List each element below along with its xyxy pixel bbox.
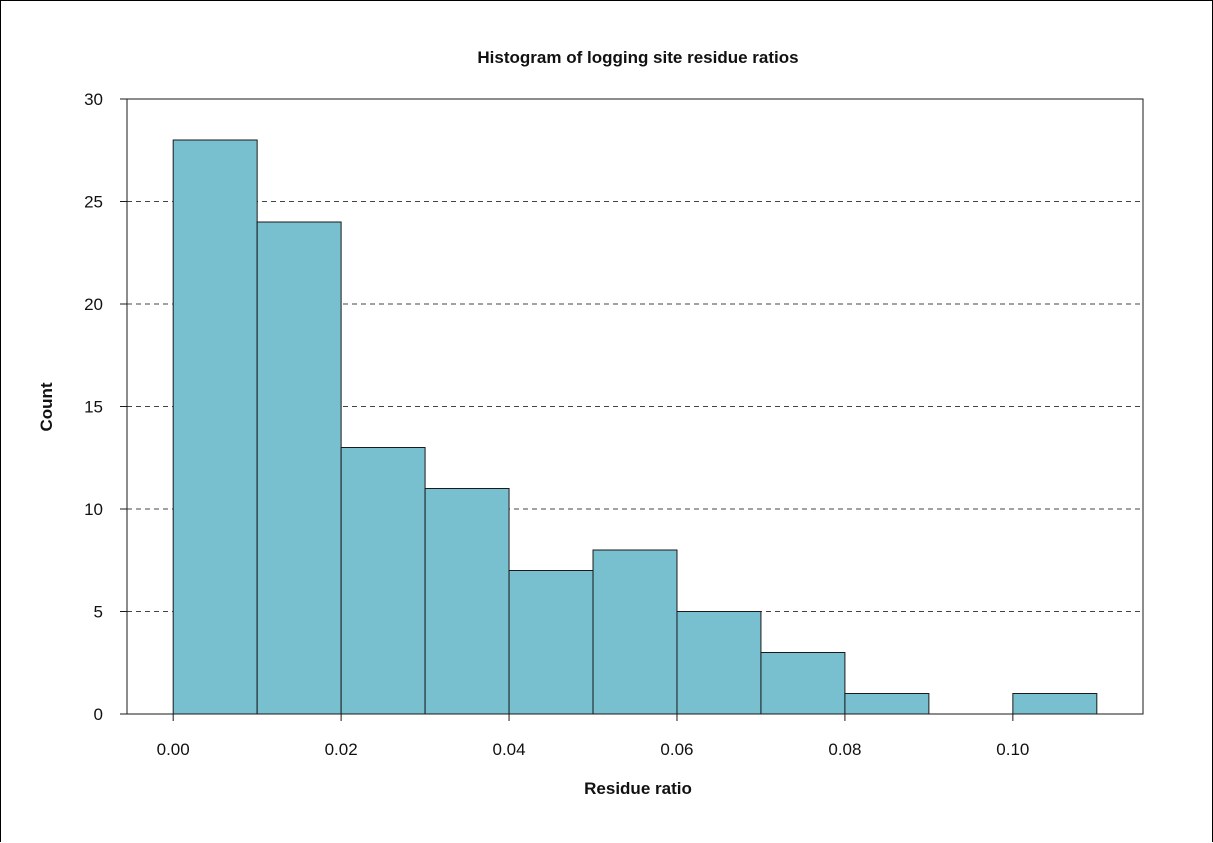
y-tick-label: 0 (94, 705, 103, 724)
y-tick-label: 5 (94, 603, 103, 622)
bars (172, 139, 1098, 715)
x-axis: 0.00 0.02 0.04 0.06 0.08 0.10 (157, 714, 1029, 759)
chart-title: Histogram of logging site residue ratios (477, 48, 798, 67)
histogram-bar (172, 139, 258, 715)
x-tick-label: 0.08 (828, 740, 861, 759)
y-tick-label: 25 (84, 193, 103, 212)
histogram-bar (1012, 693, 1098, 715)
histogram-bar (844, 693, 930, 715)
x-tick-label: 0.10 (996, 740, 1029, 759)
x-tick-label: 0.02 (325, 740, 358, 759)
x-tick-label: 0.00 (157, 740, 190, 759)
histogram-bar (592, 549, 678, 715)
y-tick-label: 15 (84, 398, 103, 417)
y-tick-label: 30 (84, 90, 103, 109)
x-tick-label: 0.06 (660, 740, 693, 759)
y-tick-label: 20 (84, 295, 103, 314)
histogram-bar (424, 488, 510, 715)
histogram-bar (760, 652, 846, 715)
x-tick-label: 0.04 (493, 740, 526, 759)
y-axis: 0 5 10 15 20 25 30 (84, 90, 127, 724)
histogram-bar (676, 611, 762, 715)
histogram-bar (508, 570, 594, 715)
y-tick-label: 10 (84, 500, 103, 519)
histogram-bar (256, 221, 342, 715)
y-axis-label: Count (37, 382, 56, 431)
histogram-bar (340, 447, 426, 715)
x-axis-label: Residue ratio (584, 779, 692, 798)
